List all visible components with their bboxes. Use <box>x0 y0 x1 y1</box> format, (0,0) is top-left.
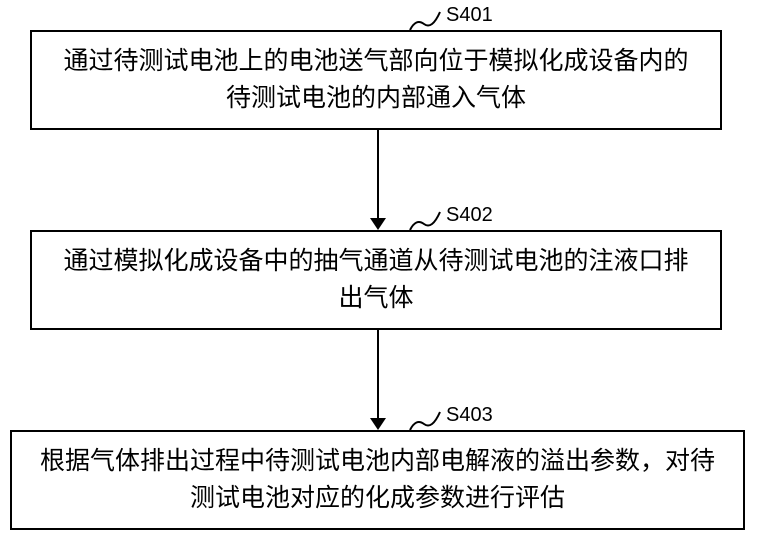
step-text: 根据气体排出过程中待测试电池内部电解液的溢出参数，对待测试电池对应的化成参数进行… <box>32 443 723 518</box>
step-box-s403: 根据气体排出过程中待测试电池内部电解液的溢出参数，对待测试电池对应的化成参数进行… <box>10 430 745 530</box>
squiggle-s403 <box>406 406 446 434</box>
squiggle-s401 <box>406 6 446 34</box>
flowchart-container: 通过待测试电池上的电池送气部向位于模拟化成设备内的待测试电池的内部通入气体 S4… <box>0 0 757 559</box>
step-label-s403: S403 <box>446 404 493 427</box>
step-label-s401: S401 <box>446 4 493 27</box>
arrow-line-1 <box>377 130 379 218</box>
arrow-line-2 <box>377 330 379 418</box>
step-box-s401: 通过待测试电池上的电池送气部向位于模拟化成设备内的待测试电池的内部通入气体 <box>30 30 722 130</box>
arrow-head-1 <box>370 218 386 230</box>
step-text: 通过模拟化成设备中的抽气通道从待测试电池的注液口排出气体 <box>52 243 700 318</box>
arrow-head-2 <box>370 418 386 430</box>
squiggle-s402 <box>406 206 446 234</box>
step-text: 通过待测试电池上的电池送气部向位于模拟化成设备内的待测试电池的内部通入气体 <box>52 43 700 118</box>
step-label-s402: S402 <box>446 204 493 227</box>
step-box-s402: 通过模拟化成设备中的抽气通道从待测试电池的注液口排出气体 <box>30 230 722 330</box>
